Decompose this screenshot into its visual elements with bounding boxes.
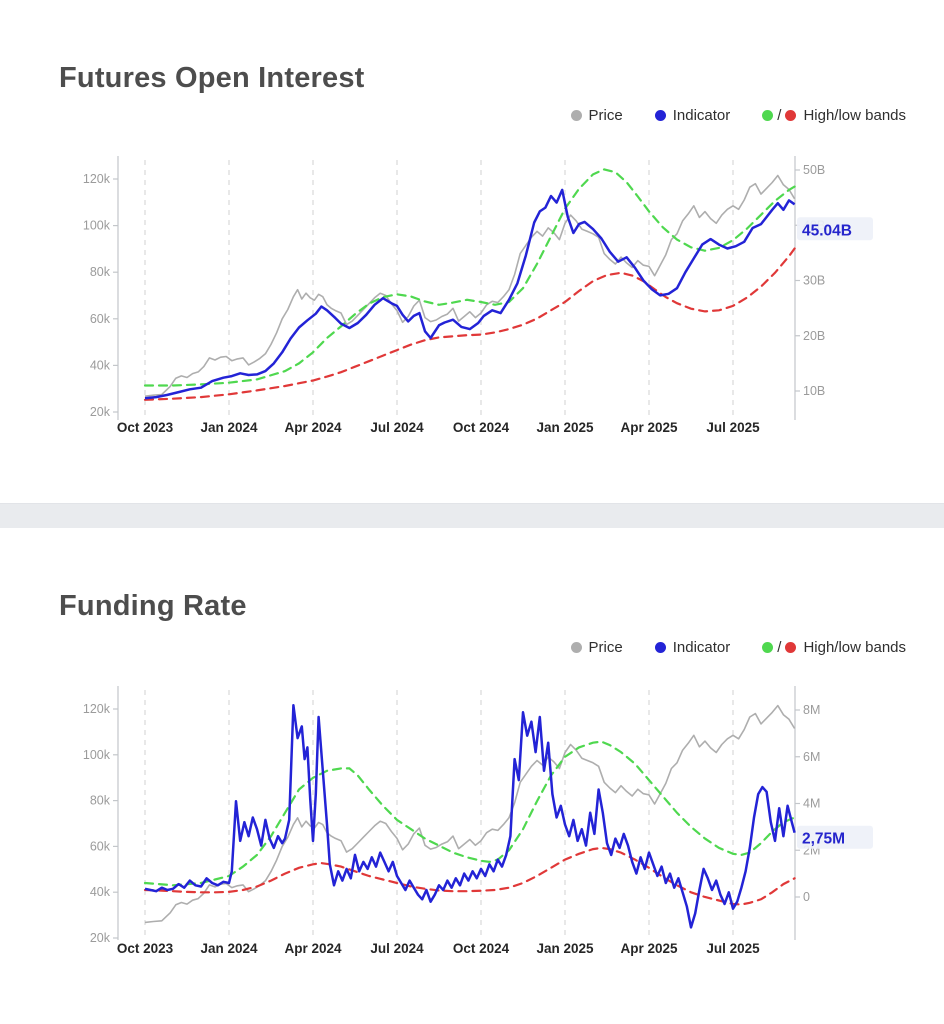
high-band-line [143, 740, 796, 887]
legend-indicator-label: Indicator [672, 107, 731, 124]
left-tick-label: 120k [83, 172, 111, 186]
high-band-dot-icon [762, 642, 774, 653]
legend-funding-rate: Price Indicator / High/low bands [570, 639, 906, 656]
x-tick-label: Jul 2024 [370, 420, 424, 435]
legend-price-label: Price [588, 639, 623, 656]
left-tick-label: 100k [83, 219, 111, 233]
left-tick-label: 80k [90, 265, 111, 279]
legend-item-bands[interactable]: / High/low bands [762, 107, 906, 124]
funding-rate-title: Funding Rate [59, 590, 247, 623]
right-tick-label: 30B [803, 274, 825, 288]
high-band-dot-icon [762, 110, 774, 121]
futures-open-interest-title: Futures Open Interest [59, 62, 365, 95]
legend-item-price[interactable]: Price [570, 639, 623, 656]
x-tick-label: Apr 2025 [620, 420, 678, 435]
legend-item-price[interactable]: Price [570, 107, 623, 124]
left-tick-label: 60k [90, 312, 111, 326]
current-value-bg [797, 217, 873, 241]
futures-open-interest-chart[interactable]: Oct 2023 Jan 2024 Apr 2024 Jul 2024 Oct 2024… [0, 140, 944, 470]
funding-rate-chart[interactable]: Oct 2023 Jan 2024 Apr 2024 Jul 2024 Oct 2024… [0, 670, 944, 1000]
x-tick-label: Oct 2023 [117, 941, 174, 956]
right-tick-label: 10B [803, 384, 825, 398]
indicator-dot-icon [654, 110, 666, 121]
current-value-label: 2,75M [802, 831, 845, 848]
x-tick-label: Jan 2024 [200, 941, 258, 956]
price-dot-icon [570, 642, 582, 653]
left-tick-label: 80k [90, 794, 111, 808]
x-tick-label: Jan 2025 [536, 941, 594, 956]
indicator-line [144, 704, 796, 929]
right-tick-label: 20B [803, 329, 825, 343]
x-tick-label: Apr 2024 [284, 941, 342, 956]
x-tick-label: Jul 2025 [706, 941, 760, 956]
x-tick-label: Apr 2025 [620, 941, 678, 956]
legend-bands-label: High/low bands [803, 107, 906, 124]
left-tick-label: 60k [90, 839, 111, 853]
current-value-bg [797, 825, 873, 849]
price-line [144, 174, 796, 397]
section-divider [0, 503, 944, 528]
x-tick-label: Jan 2024 [200, 420, 258, 435]
slash-separator: / [777, 107, 782, 124]
x-tick-label: Apr 2024 [284, 420, 342, 435]
high-band-line [143, 168, 796, 387]
left-tick-label: 20k [90, 405, 111, 419]
slash-separator: / [777, 639, 782, 656]
left-tick-label: 40k [90, 358, 111, 372]
indicator-line [144, 188, 796, 400]
left-tick-label: 40k [90, 885, 111, 899]
current-value-label: 45.04B [802, 222, 852, 239]
x-tick-label: Oct 2024 [453, 420, 510, 435]
left-tick-label: 20k [90, 931, 111, 945]
indicator-dot-icon [654, 642, 666, 653]
legend-indicator-label: Indicator [672, 639, 731, 656]
right-tick-label: 4M [803, 797, 820, 811]
legend-bands-label: High/low bands [803, 639, 906, 656]
x-tick-label: Jul 2024 [370, 941, 424, 956]
x-tick-label: Jan 2025 [536, 420, 594, 435]
low-band-line [143, 846, 796, 906]
x-tick-label: Oct 2024 [453, 941, 510, 956]
legend-futures-open-interest: Price Indicator / High/low bands [570, 107, 906, 124]
price-dot-icon [570, 110, 582, 121]
low-band-line [143, 247, 796, 401]
right-tick-label: 0 [803, 890, 810, 904]
low-band-dot-icon [785, 110, 797, 121]
legend-price-label: Price [588, 107, 623, 124]
left-tick-label: 120k [83, 702, 111, 716]
legend-item-indicator[interactable]: Indicator [654, 107, 731, 124]
right-tick-label: 6M [803, 750, 820, 764]
right-tick-label: 8M [803, 703, 820, 717]
legend-item-bands[interactable]: / High/low bands [762, 639, 906, 656]
left-tick-label: 100k [83, 748, 111, 762]
right-tick-label: 50B [803, 163, 825, 177]
legend-item-indicator[interactable]: Indicator [654, 639, 731, 656]
x-tick-label: Jul 2025 [706, 420, 760, 435]
low-band-dot-icon [785, 642, 797, 653]
x-tick-label: Oct 2023 [117, 420, 174, 435]
